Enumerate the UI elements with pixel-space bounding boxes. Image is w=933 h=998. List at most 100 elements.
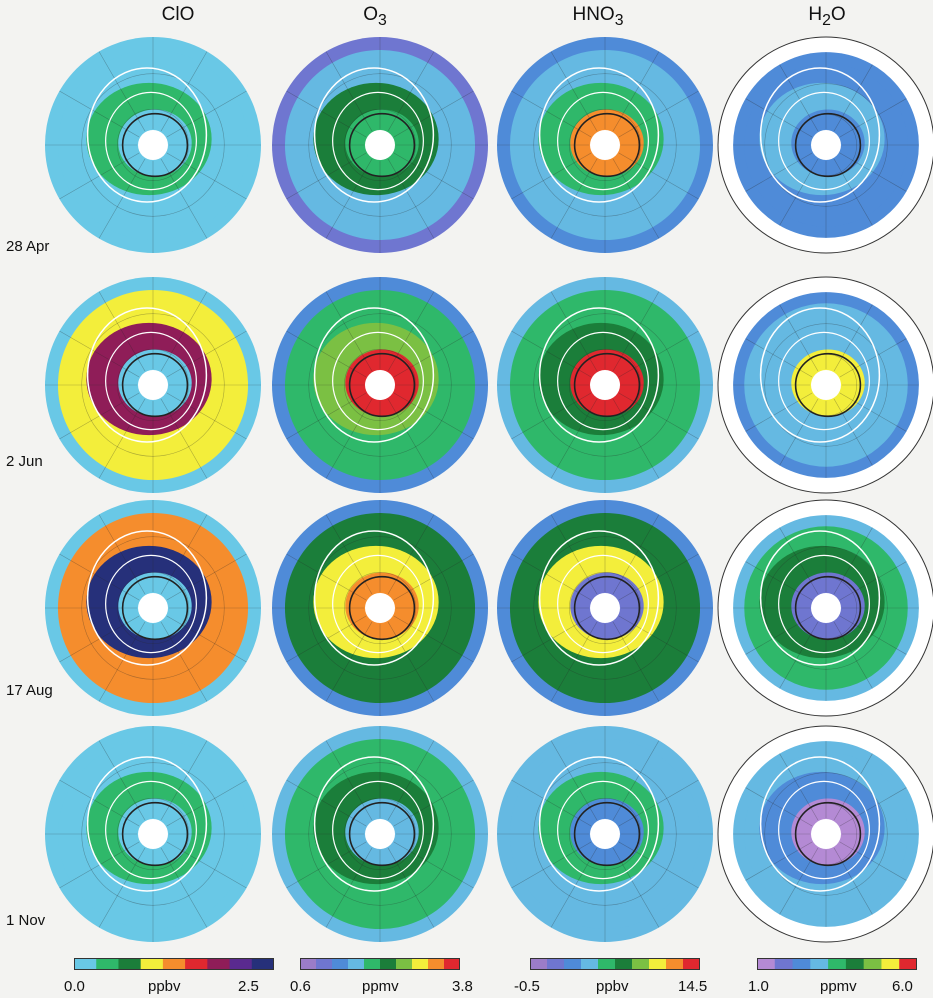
- meridian-line: [745, 787, 813, 827]
- latitude-circle: [569, 572, 641, 644]
- latitude-circle: [308, 536, 452, 680]
- contour-black: [794, 575, 862, 641]
- map-o3-3: [272, 726, 488, 942]
- colorbar-h2o-max: 6.0: [892, 978, 913, 995]
- contour-black: [348, 801, 416, 867]
- meridian-line: [779, 753, 819, 821]
- pole-hole: [138, 370, 168, 400]
- colorbar-swatch: [881, 958, 900, 970]
- contour-white-inner: [778, 554, 870, 654]
- column-title-hno3: HNO3: [572, 4, 624, 29]
- colorbar-swatch: [666, 958, 684, 970]
- map-h2o-1: [717, 276, 933, 494]
- meridian-line: [511, 330, 592, 378]
- meridian-line: [779, 64, 819, 132]
- pole-hole: [590, 130, 620, 160]
- colorbar-border: [757, 958, 917, 970]
- meridian-line: [387, 514, 435, 595]
- meridian-line: [745, 98, 813, 138]
- latitude-circle: [117, 349, 189, 421]
- latitude-circle: [533, 313, 677, 457]
- meridian-line: [779, 304, 819, 372]
- colorbar-swatch: [412, 958, 429, 970]
- pole-hole: [365, 593, 395, 623]
- latitude-circle: [308, 73, 452, 217]
- meridian-line: [745, 561, 813, 601]
- meridian-line: [160, 291, 208, 372]
- meridian-line: [833, 158, 873, 226]
- colorbar-o3-max: 3.8: [452, 978, 473, 995]
- column-title-o3: O3: [363, 4, 387, 29]
- meridian-line: [393, 779, 474, 827]
- colorbar-h2o-unit: ppmv: [820, 978, 857, 995]
- meridian-line: [511, 779, 592, 827]
- meridian-line: [387, 291, 435, 372]
- meridian-line: [839, 392, 907, 432]
- latitude-circle: [764, 83, 888, 207]
- colorbar-border: [300, 958, 460, 970]
- colorbar-swatch: [118, 958, 142, 970]
- meridian-line: [612, 847, 660, 928]
- colorbar-swatch: [348, 958, 365, 970]
- colorbar-swatch: [300, 958, 317, 970]
- meridian-line: [612, 158, 660, 239]
- latitude-circle: [344, 572, 416, 644]
- meridian-line: [166, 392, 247, 440]
- contour-white-inner: [557, 331, 649, 431]
- contour-white-inner: [557, 91, 649, 191]
- contour-white: [538, 307, 660, 443]
- contour-white: [313, 67, 435, 203]
- contour-black: [573, 575, 641, 641]
- contour-white-inner: [332, 554, 424, 654]
- colorbar-border: [530, 958, 700, 970]
- meridian-line: [59, 90, 140, 138]
- meridian-line: [160, 514, 208, 595]
- colorbar-clo-min: 0.0: [64, 978, 85, 995]
- meridian-line: [511, 553, 592, 601]
- map-hno3-1: [497, 277, 713, 493]
- map-o3-1: [272, 277, 488, 493]
- colorbar-swatch: [774, 958, 794, 970]
- pole-hole: [138, 593, 168, 623]
- colorbar-o3: [300, 958, 460, 970]
- colorbar-swatch: [598, 958, 616, 970]
- contour-white: [759, 67, 881, 203]
- colorbar-swatch: [828, 958, 847, 970]
- meridian-line: [511, 90, 592, 138]
- meridian-line: [612, 291, 660, 372]
- meridian-line: [387, 621, 435, 702]
- meridian-line: [59, 553, 140, 601]
- colorbar-swatch: [396, 958, 413, 970]
- meridian-line: [612, 740, 660, 821]
- meridian-line: [166, 90, 247, 138]
- colorbar-swatch: [530, 958, 548, 970]
- latitude-circle: [81, 73, 225, 217]
- meridian-line: [839, 152, 907, 192]
- meridian-line: [618, 553, 699, 601]
- colorbar-h2o: [757, 958, 917, 970]
- meridian-line: [618, 615, 699, 663]
- contour-white: [313, 307, 435, 443]
- pole-hole: [138, 819, 168, 849]
- meridian-line: [393, 841, 474, 889]
- meridian-line: [387, 740, 435, 821]
- colorbar-swatch: [364, 958, 381, 970]
- pole-hole: [365, 370, 395, 400]
- meridian-line: [166, 615, 247, 663]
- contour-white-inner: [557, 780, 649, 880]
- meridian-line: [833, 847, 873, 915]
- colorbar-swatch: [74, 958, 97, 970]
- contour-white-inner: [332, 331, 424, 431]
- meridian-line: [286, 553, 367, 601]
- date-label-1-nov: 1 Nov: [6, 912, 46, 929]
- meridian-line: [779, 847, 819, 915]
- meridian-line: [839, 561, 907, 601]
- contour-black: [121, 575, 189, 641]
- meridian-line: [166, 553, 247, 601]
- latitude-circle: [117, 798, 189, 870]
- colorbar-swatch: [845, 958, 865, 970]
- contour-white: [86, 67, 208, 203]
- latitude-circle: [533, 536, 677, 680]
- contour-white: [86, 530, 208, 666]
